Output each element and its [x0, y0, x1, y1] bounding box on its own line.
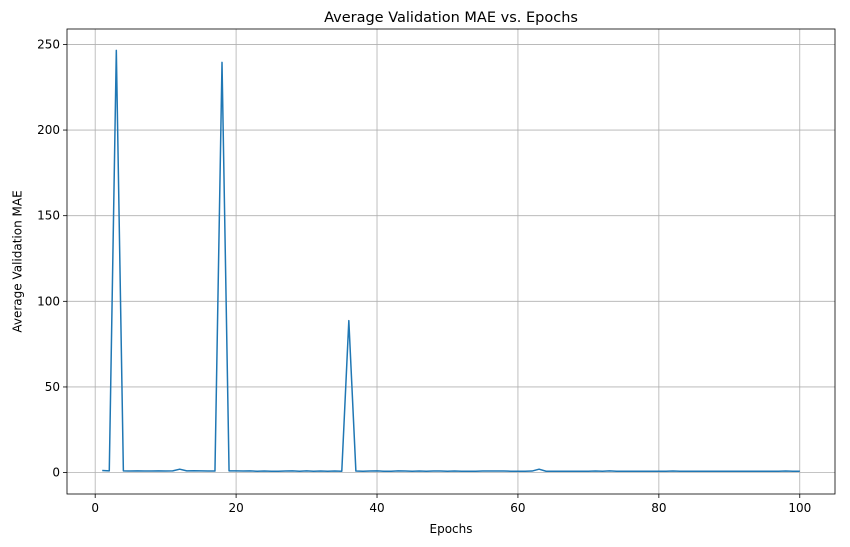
plot-frame — [66, 28, 836, 495]
series-layer — [102, 49, 800, 472]
x-axis-ticks: 0 20 40 60 80 100 — [91, 494, 811, 515]
y-axis-label: Average Validation MAE — [11, 190, 25, 332]
x-tick-label: 0 — [91, 501, 99, 515]
y-tick-label: 100 — [37, 294, 60, 308]
x-tick-label: 40 — [369, 501, 384, 515]
y-axis-ticks: 0 50 100 150 200 250 — [37, 37, 67, 480]
y-tick-label: 250 — [37, 37, 60, 51]
x-tick-label: 80 — [651, 501, 666, 515]
x-tick-label: 60 — [510, 501, 525, 515]
chart-title: Average Validation MAE vs. Epochs — [324, 10, 578, 26]
y-tick-label: 50 — [45, 380, 60, 394]
grid — [67, 29, 835, 494]
y-tick-label: 200 — [37, 123, 60, 137]
x-tick-label: 20 — [228, 501, 243, 515]
y-tick-label: 150 — [37, 209, 60, 223]
series-line-0 — [102, 49, 800, 472]
x-axis-label: Epochs — [430, 522, 473, 536]
y-tick-label: 0 — [52, 466, 60, 480]
x-tick-label: 100 — [788, 501, 811, 515]
